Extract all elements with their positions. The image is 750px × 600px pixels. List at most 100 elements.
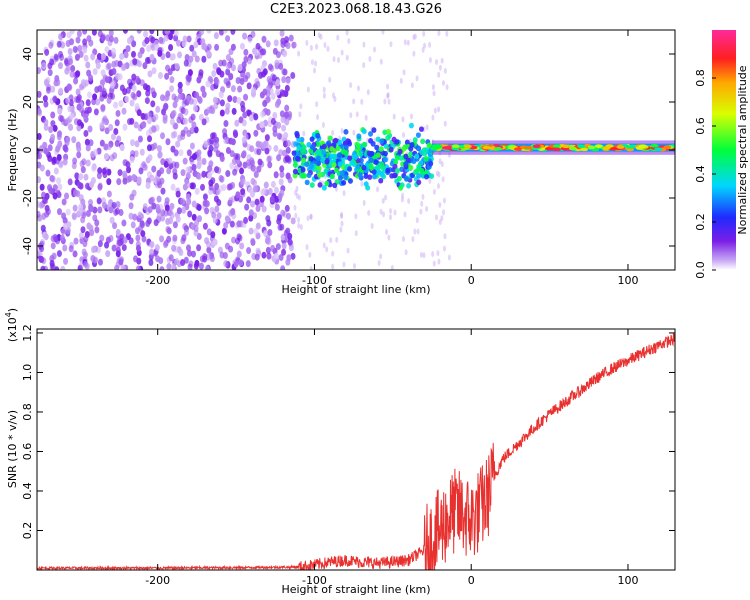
- heatmap-cell: [196, 149, 202, 157]
- spectrogram-y-ticks: -40 -20 0 20 40: [21, 47, 675, 255]
- heatmap-cell: [146, 117, 152, 125]
- heatmap-cell: [398, 185, 404, 191]
- heatmap-cell: [292, 162, 298, 168]
- heatmap-cell: [324, 180, 330, 187]
- heatmap-cell: [96, 172, 102, 180]
- heatmap-cell: [188, 55, 194, 63]
- heatmap-cell: [403, 211, 407, 218]
- heatmap-cell: [84, 138, 90, 146]
- snr-series-line: [37, 332, 675, 570]
- heatmap-cell: [201, 90, 207, 98]
- heatmap-cell: [385, 229, 389, 236]
- heatmap-cell: [429, 173, 435, 179]
- heatmap-cell: [136, 176, 142, 184]
- heatmap-cell: [65, 208, 71, 216]
- heatmap-cell: [388, 146, 394, 153]
- heatmap-cell: [152, 142, 158, 150]
- heatmap-cell: [443, 67, 447, 74]
- heatmap-cell: [69, 70, 75, 78]
- heatmap-cell: [442, 209, 446, 216]
- heatmap-cell: [54, 266, 60, 270]
- heatmap-cell: [138, 167, 144, 175]
- heatmap-cell: [222, 128, 228, 136]
- heatmap-cell: [149, 53, 155, 61]
- heatmap-cell: [143, 30, 149, 38]
- heatmap-cell: [236, 250, 242, 258]
- heatmap-cell: [135, 234, 141, 242]
- heatmap-cell: [56, 153, 62, 161]
- heatmap-cell: [212, 238, 218, 246]
- heatmap-cell: [223, 137, 229, 145]
- heatmap-cell: [421, 193, 425, 200]
- heatmap-cell: [297, 222, 301, 229]
- heatmap-cell: [168, 44, 174, 52]
- heatmap-cell: [76, 103, 82, 111]
- heatmap-cell: [57, 107, 63, 115]
- heatmap-cell: [335, 145, 341, 152]
- heatmap-cell: [56, 130, 62, 138]
- heatmap-cell: [340, 49, 344, 56]
- heatmap-cell: [401, 236, 405, 243]
- heatmap-cell: [85, 144, 91, 152]
- heatmap-cell: [341, 180, 347, 186]
- heatmap-cell: [282, 149, 288, 157]
- heatmap-cell: [352, 98, 356, 105]
- heatmap-cell: [392, 172, 398, 179]
- heatmap-cell: [374, 144, 380, 151]
- heatmap-cell: [443, 233, 447, 240]
- heatmap-cell: [201, 118, 207, 126]
- heatmap-cell: [131, 189, 137, 197]
- heatmap-cell: [160, 214, 166, 222]
- heatmap-cell: [164, 30, 170, 35]
- heatmap-cell: [293, 204, 297, 211]
- heatmap-cell: [421, 46, 425, 53]
- heatmap-cell: [219, 251, 225, 259]
- heatmap-cell: [261, 35, 267, 43]
- heatmap-cell: [230, 138, 236, 146]
- heatmap-cell: [190, 113, 196, 121]
- heatmap-cell: [273, 39, 279, 47]
- heatmap-cell: [178, 149, 184, 157]
- heatmap-cell: [292, 168, 298, 175]
- heatmap-cell: [302, 173, 308, 179]
- heatmap-cell: [191, 153, 197, 161]
- heatmap-cell: [309, 136, 315, 142]
- heatmap-cell: [59, 115, 65, 123]
- heatmap-cell: [37, 107, 42, 115]
- heatmap-cell: [277, 192, 283, 200]
- heatmap-cell: [340, 211, 344, 218]
- heatmap-cell: [413, 169, 419, 176]
- heatmap-cell: [305, 244, 309, 251]
- heatmap-cell: [326, 45, 330, 52]
- heatmap-cell: [199, 255, 205, 263]
- heatmap-cell: [422, 252, 426, 259]
- heatmap-cell: [186, 198, 192, 206]
- heatmap-cell: [294, 212, 298, 219]
- heatmap-cell: [336, 34, 340, 41]
- heatmap-cell: [115, 200, 121, 208]
- heatmap-cell: [379, 138, 385, 145]
- heatmap-cell: [241, 119, 247, 127]
- heatmap-cell: [137, 135, 143, 143]
- heatmap-cell: [150, 36, 156, 44]
- y-tick-label: -20: [21, 189, 34, 207]
- heatmap-cell: [145, 84, 151, 92]
- heatmap-cell: [440, 161, 444, 168]
- heatmap-cell: [273, 186, 279, 194]
- heatmap-cell: [57, 62, 63, 70]
- heatmap-cell: [297, 194, 301, 201]
- heatmap-cell: [225, 62, 231, 70]
- heatmap-cell: [374, 165, 380, 171]
- colorbar-tick-label: 0.8: [694, 69, 707, 87]
- heatmap-cell: [219, 99, 225, 107]
- heatmap-cell: [317, 32, 321, 39]
- heatmap-cell: [74, 53, 80, 61]
- heatmap-cell: [87, 91, 93, 99]
- heatmap-cell: [176, 39, 182, 47]
- heatmap-cell: [85, 210, 91, 218]
- heatmap-cell: [663, 145, 672, 150]
- heatmap-cell: [48, 126, 54, 134]
- heatmap-cell: [407, 197, 411, 204]
- heatmap-cell: [428, 160, 434, 167]
- heatmap-cell: [298, 111, 302, 118]
